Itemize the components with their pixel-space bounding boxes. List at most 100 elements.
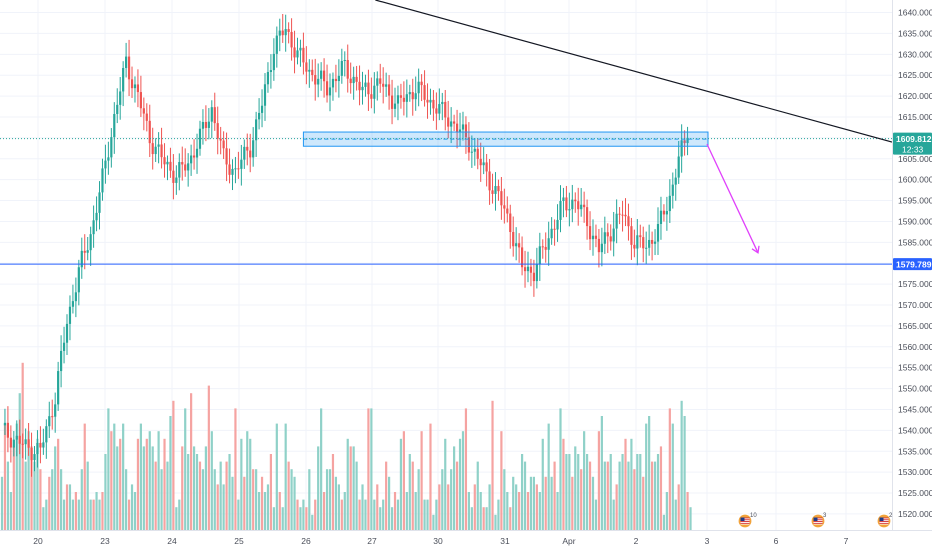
flag-canton (813, 517, 818, 521)
volume-bar (228, 454, 231, 530)
candle-body (444, 101, 447, 118)
candle-body (677, 156, 680, 178)
candle-body (198, 128, 202, 149)
candle-body (408, 92, 411, 95)
candle-body (627, 216, 630, 227)
volume-bar (574, 446, 577, 530)
candle-body (293, 47, 296, 58)
volume-bar (290, 469, 293, 530)
candle-body (234, 168, 237, 170)
volume-bar (116, 446, 119, 530)
volume-bar (225, 461, 228, 530)
candle-body (142, 108, 145, 114)
candle-body (302, 47, 305, 63)
volume-bar (127, 499, 131, 530)
candle-body (130, 79, 134, 89)
volume-bar (467, 492, 470, 530)
candle-body (639, 235, 642, 238)
volume-bar (54, 446, 57, 530)
y-tick-label: 1590.000 (898, 216, 932, 226)
candle-body (204, 121, 207, 128)
volume-bar (30, 446, 33, 530)
volume-bar (411, 461, 414, 530)
volume-bar (39, 469, 42, 530)
candle-body (249, 150, 252, 158)
volume-bar (665, 492, 668, 530)
volume-bar (148, 431, 151, 530)
us-flag-icon (876, 513, 892, 529)
candle-body (172, 170, 175, 183)
volume-bar (74, 492, 77, 530)
candle-body (169, 161, 172, 171)
candle-body (438, 104, 441, 114)
candle-body (192, 155, 196, 158)
volume-bar (367, 408, 370, 530)
candle-body (591, 235, 595, 240)
x-tick-label: 20 (33, 536, 43, 546)
volume-bar (562, 438, 565, 530)
candle-body (665, 211, 668, 215)
candle-body (187, 163, 190, 171)
volume-bar (447, 484, 450, 530)
candle-body (27, 439, 30, 448)
candle-body (435, 108, 438, 114)
volume-bar (222, 484, 225, 530)
candle-body (51, 416, 54, 418)
volume-bar (379, 507, 382, 530)
volume-bar (80, 469, 83, 530)
candle-body (580, 204, 583, 210)
volume-bar (113, 423, 116, 530)
candle-body (565, 197, 568, 211)
candle-body (36, 442, 39, 455)
candle-body (331, 78, 335, 88)
volume-bar (349, 446, 352, 530)
volume-bar (302, 499, 305, 530)
volume-bar (71, 499, 75, 530)
volume-bar (157, 431, 160, 530)
candle-body (9, 437, 12, 448)
volume-bar (382, 499, 385, 530)
volume-bar (541, 438, 544, 530)
candle-body (432, 99, 435, 109)
volume-bar (33, 461, 36, 530)
candle-body (216, 123, 219, 139)
volume-bar (62, 499, 66, 530)
candle-body (104, 160, 107, 169)
candle-body (299, 47, 302, 51)
volume-bar (104, 454, 107, 530)
volume-bar (145, 438, 148, 530)
candle-body (577, 201, 580, 210)
volume-bar (237, 499, 240, 530)
volume-bar (9, 492, 12, 530)
volume-bar (577, 454, 580, 530)
volume-bar (553, 461, 556, 530)
volume-bar (473, 484, 476, 530)
candle-body (24, 439, 27, 445)
candle-body (518, 243, 521, 248)
volume-bar (130, 484, 134, 530)
candle-body (278, 30, 281, 36)
volume-bar (633, 469, 636, 530)
y-tick-label: 1640.000 (898, 8, 932, 18)
candle-body (86, 250, 89, 253)
volume-bar (151, 446, 154, 530)
volume-bar (494, 514, 497, 530)
candle-body (515, 243, 518, 247)
candle-body (526, 266, 530, 272)
volume-bar (509, 507, 512, 530)
candle-body (240, 159, 243, 169)
volume-bar (529, 476, 533, 530)
candle-body (133, 84, 137, 89)
volume-bar (252, 469, 255, 530)
candle-body (683, 140, 686, 144)
candle-body (405, 94, 408, 102)
volume-bar (98, 499, 101, 530)
volume-bar (550, 476, 553, 530)
volume-bar (213, 469, 216, 530)
candle-body (612, 228, 615, 242)
volume-bar (438, 484, 441, 530)
candle-body (648, 239, 651, 248)
volume-bar (3, 423, 7, 530)
